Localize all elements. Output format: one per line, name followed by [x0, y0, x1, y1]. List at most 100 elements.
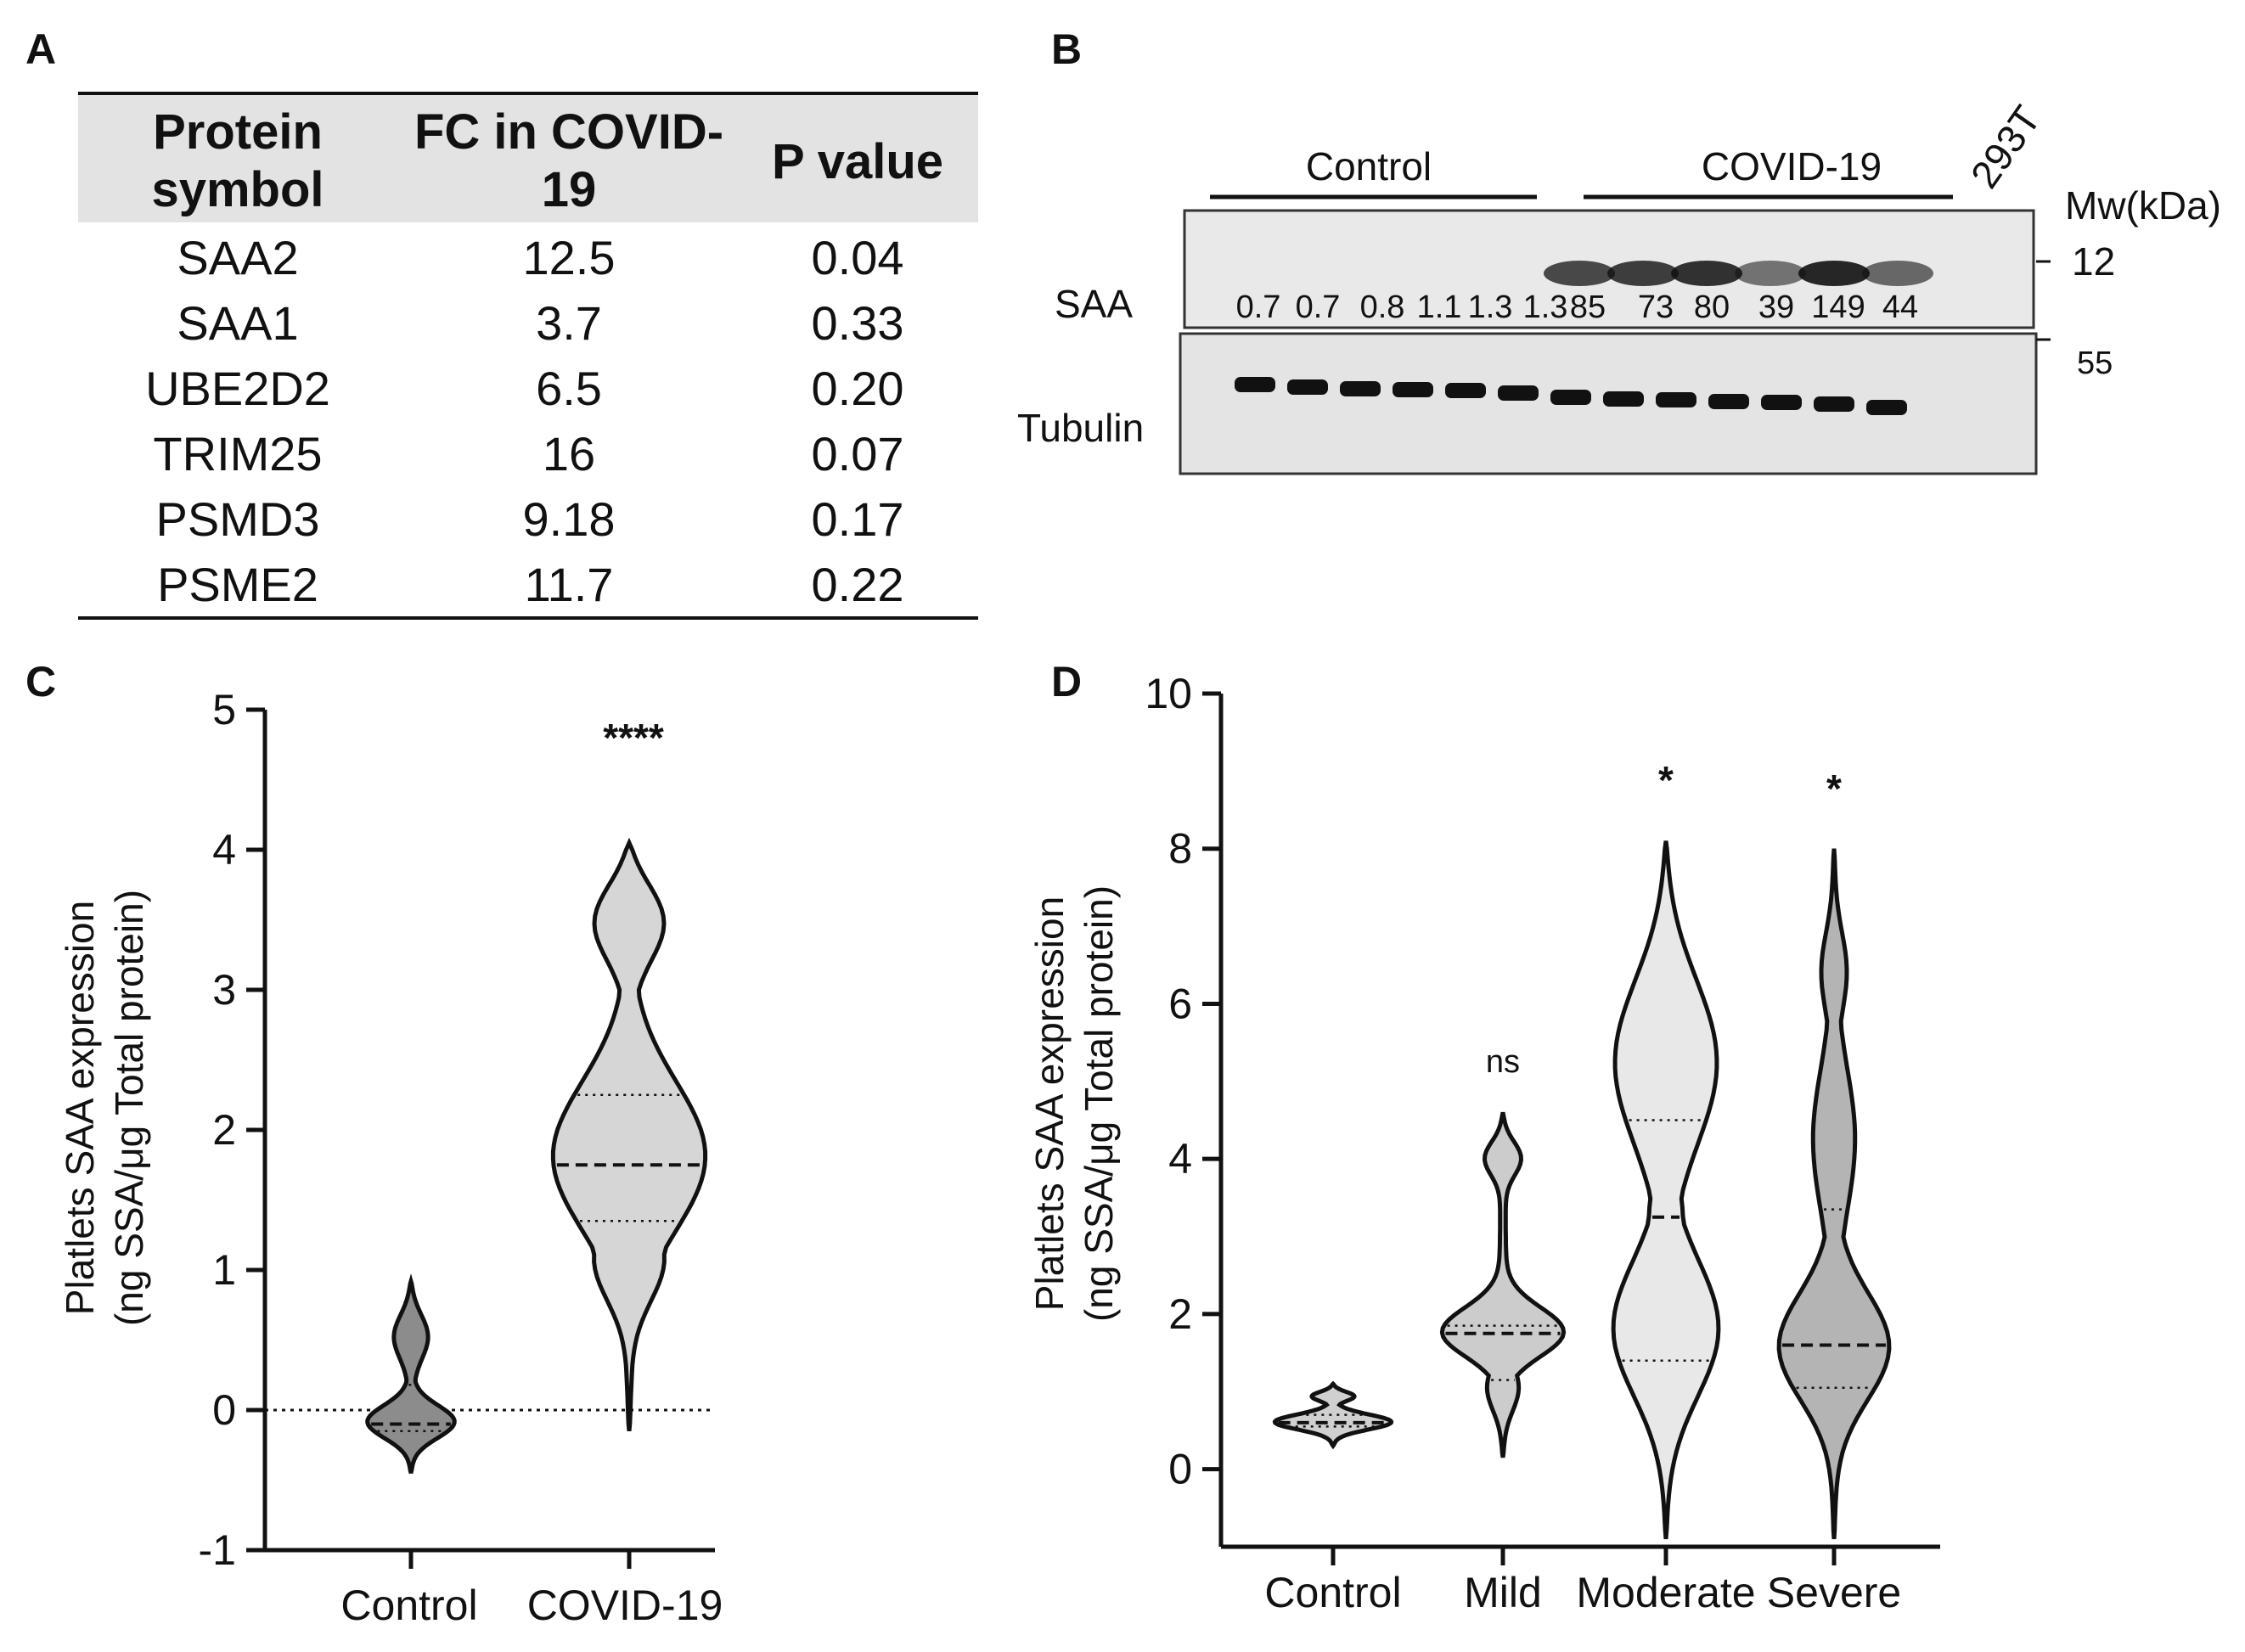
header-protein-symbol-line2: symbol — [151, 162, 324, 217]
saa-value: 85 — [1570, 289, 1606, 325]
violin-mild — [1439, 1111, 1567, 1458]
y-axis-label-d-line1: Platlets SAA expression — [1027, 896, 1072, 1311]
table-cell: 0.22 — [812, 558, 904, 611]
western-blot: Control COVID-19 293T Mw(kDa) 12 55 SAA … — [1017, 98, 2221, 475]
panel-label-a: A — [25, 25, 56, 73]
protein-table: Protein symbol FC in COVID- 19 P value S… — [78, 92, 978, 620]
header-fc-line1: FC in COVID- — [414, 104, 723, 160]
saa-value: 149 — [1811, 289, 1865, 325]
category-label-c-control: Control — [340, 1582, 477, 1629]
significance-d-severe: * — [1826, 767, 1842, 811]
tubulin-band — [1393, 382, 1433, 397]
category-label-d-severe: Severe — [1767, 1569, 1901, 1616]
saa-value: 1.3 — [1523, 289, 1568, 325]
table-cell: 9.18 — [523, 492, 616, 546]
y-axis-label-c-line1: Platlets SAA expression — [58, 901, 102, 1315]
row-label-tubulin: Tubulin — [1017, 406, 1144, 450]
mw-marker-12: 12 — [2072, 239, 2115, 284]
row-label-saa: SAA — [1055, 282, 1133, 326]
saa-value: 44 — [1882, 289, 1918, 325]
tubulin-band — [1340, 381, 1381, 396]
y-axis-label-c-line2: (ng SSA/μg Total protein) — [107, 890, 151, 1326]
mw-marker-55: 55 — [2077, 346, 2113, 381]
category-label-d-mild: Mild — [1464, 1569, 1542, 1616]
group-label-covid: COVID-19 — [1702, 144, 1882, 188]
table-cell: TRIM25 — [153, 427, 322, 480]
header-protein-symbol-line1: Protein — [153, 104, 323, 160]
saa-band — [1798, 261, 1870, 286]
tubulin-band — [1814, 396, 1854, 412]
y-tick-label: 3 — [212, 966, 236, 1014]
saa-value: 1.1 — [1417, 289, 1462, 325]
y-tick-label: 10 — [1145, 670, 1192, 717]
violin-moderate — [1611, 840, 1721, 1540]
y-axis-label-d: Platlets SAA expression (ng SSA/μg Total… — [1027, 885, 1121, 1322]
category-label-d-moderate: Moderate — [1576, 1569, 1755, 1616]
y-tick-label: 0 — [1168, 1446, 1192, 1493]
tubulin-band — [1761, 395, 1802, 410]
tubulin-band — [1287, 379, 1328, 395]
table-cell: 0.07 — [812, 427, 904, 480]
category-label-d-control: Control — [1264, 1569, 1401, 1616]
violin-severe — [1776, 848, 1892, 1540]
y-tick-label: 4 — [1168, 1135, 1192, 1183]
violin-chart-c: Platlets SAA expression (ng SSA/μg Total… — [58, 686, 723, 1629]
table-cell: 0.20 — [812, 362, 904, 415]
table-cell: 11.7 — [525, 558, 614, 611]
table-cell: 16 — [543, 427, 595, 480]
saa-value: 0.8 — [1360, 289, 1405, 325]
table-cell: SAA2 — [177, 231, 298, 284]
significance-d-moderate: * — [1658, 758, 1674, 802]
saa-value: 39 — [1758, 289, 1794, 325]
tubulin-band — [1235, 377, 1275, 392]
y-tick-label: 1 — [212, 1246, 236, 1294]
violin-chart-d: Platlets SAA expression (ng SSA/μg Total… — [1027, 670, 1940, 1616]
tubulin-band — [1603, 391, 1644, 407]
saa-band — [1735, 261, 1806, 286]
panel-label-c: C — [25, 658, 56, 705]
group-label-control: Control — [1306, 144, 1432, 188]
saa-band — [1862, 261, 1933, 286]
tubulin-band — [1866, 400, 1907, 415]
saa-value: 80 — [1694, 289, 1730, 325]
y-tick-label: 8 — [1168, 825, 1192, 873]
violin-control — [365, 1273, 457, 1474]
saa-value: 0.7 — [1236, 289, 1281, 325]
table-cell: 12.5 — [523, 231, 616, 284]
y-tick-label: 4 — [212, 826, 236, 874]
saa-bands — [1544, 261, 1933, 286]
saa-quantification: 0.7 0.7 0.8 1.1 1.3 1.3 85 73 80 39 149 44 — [1236, 289, 1919, 325]
panel-label-d: D — [1051, 658, 1082, 705]
table-cell: 3.7 — [536, 296, 602, 350]
saa-band — [1607, 261, 1679, 286]
category-label-c-covid: COVID-19 — [527, 1582, 723, 1629]
table-cell: 0.33 — [812, 296, 904, 350]
group-label-293t: 293T — [1962, 98, 2050, 196]
violin-control — [1272, 1380, 1394, 1450]
significance-d-mild: ns — [1486, 1044, 1520, 1080]
y-axis-label-d-line2: (ng SSA/μg Total protein) — [1077, 885, 1121, 1322]
violin-covid-19 — [550, 837, 708, 1432]
header-fc-line2: 19 — [542, 162, 597, 217]
y-tick-label: 5 — [212, 686, 236, 733]
saa-band — [1671, 261, 1742, 286]
y-tick-label: 6 — [1168, 980, 1192, 1027]
table-cell: PSMD3 — [156, 492, 320, 546]
y-axis-label-c: Platlets SAA expression (ng SSA/μg Total… — [58, 890, 151, 1326]
saa-band — [1544, 261, 1615, 286]
y-tick-label: 2 — [212, 1106, 236, 1154]
saa-value: 73 — [1638, 289, 1674, 325]
table-body: SAA2 12.5 0.04 SAA1 3.7 0.33 UBE2D2 6.5 0.20 TRIM… — [145, 231, 903, 611]
table-cell: UBE2D2 — [145, 362, 330, 415]
table-cell: 0.17 — [812, 492, 904, 546]
saa-value: 1.3 — [1468, 289, 1513, 325]
table-cell: 0.04 — [812, 231, 904, 284]
header-p-value: P value — [772, 134, 943, 189]
y-tick-label: 0 — [212, 1386, 236, 1434]
y-tick-label: -1 — [199, 1526, 236, 1574]
tubulin-band — [1445, 383, 1486, 398]
tubulin-band — [1550, 390, 1591, 405]
y-tick-label: 2 — [1168, 1290, 1192, 1338]
saa-value: 0.7 — [1296, 289, 1341, 325]
